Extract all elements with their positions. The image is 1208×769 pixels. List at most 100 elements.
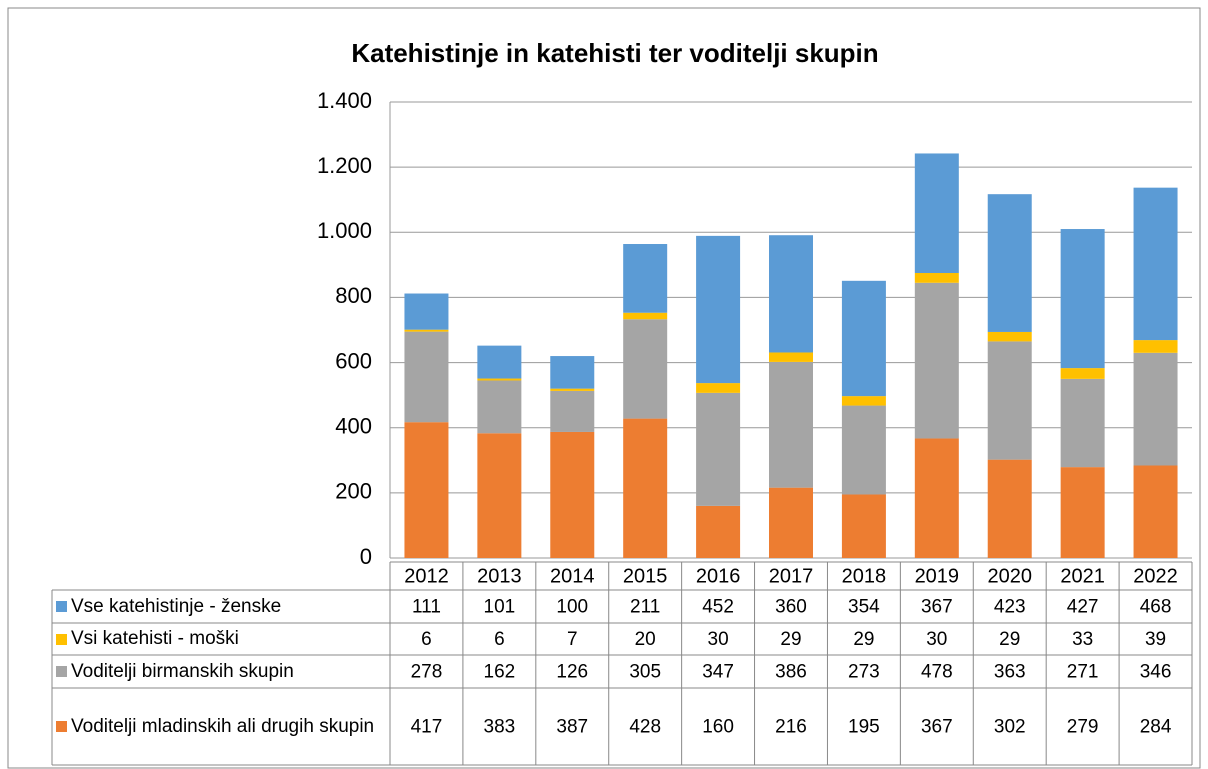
y-tick-label: 600 (335, 348, 372, 373)
bar-segment (550, 356, 595, 389)
table-value: 29 (999, 629, 1020, 650)
x-tick-label: 2022 (1133, 565, 1178, 587)
legend-item: Voditelji mladinskih ali drugih skupin (56, 688, 386, 765)
legend-label: Vsi katehisti - moški (71, 628, 239, 649)
table-value: 383 (484, 717, 516, 738)
bar-segment (404, 422, 449, 558)
table-value: 367 (921, 597, 953, 618)
table-value: 346 (1140, 662, 1172, 683)
table-value: 273 (848, 662, 880, 683)
y-tick-label: 200 (335, 479, 372, 504)
table-value: 126 (556, 662, 588, 683)
bar-segment (550, 388, 595, 391)
bar-segment (914, 273, 959, 283)
y-tick-label: 400 (335, 414, 372, 439)
x-tick-label: 2020 (987, 565, 1032, 587)
y-tick-label: 800 (335, 283, 372, 308)
table-value: 30 (926, 629, 947, 650)
legend-item: Voditelji birmanskih skupin (56, 655, 386, 688)
table-value: 387 (556, 717, 588, 738)
bar-segment (1133, 340, 1178, 353)
bar-segment (1060, 378, 1105, 468)
bar-segment (769, 487, 813, 558)
y-tick-label: 0 (360, 544, 372, 569)
bar-segment (987, 194, 1032, 332)
bar-segment (914, 438, 959, 558)
bar-segment (841, 280, 886, 397)
bar-segment (1133, 187, 1178, 341)
bar-segment (1060, 368, 1105, 379)
x-tick-label: 2013 (477, 565, 522, 587)
legend-swatch (56, 601, 67, 612)
x-tick-label: 2014 (550, 565, 595, 587)
bar-segment (769, 235, 813, 353)
bar-segment (769, 361, 813, 488)
bar-segment (987, 459, 1032, 558)
legend-entry: Vsi katehisti - moški (56, 623, 386, 655)
table-value: 347 (702, 662, 734, 683)
table-value: 111 (412, 597, 441, 618)
bar-segment (914, 153, 959, 273)
table-value: 29 (853, 629, 874, 650)
table-value: 452 (702, 597, 734, 618)
bar-segment (477, 380, 522, 434)
table-value: 354 (848, 597, 880, 618)
bar-segment (477, 433, 522, 558)
bar-segment (477, 378, 522, 381)
bar-segment (696, 392, 741, 506)
bar-segment (404, 329, 449, 332)
table-value: 29 (780, 629, 801, 650)
x-tick-label: 2018 (842, 565, 887, 587)
legend-swatch (56, 721, 67, 732)
bar-segment (696, 383, 741, 393)
table-value: 360 (775, 597, 807, 618)
table-value: 20 (635, 629, 656, 650)
y-tick-label: 1.400 (317, 88, 372, 113)
bar-segment (623, 312, 668, 320)
table-value: 7 (567, 629, 578, 650)
table-value: 305 (629, 662, 661, 683)
table-value: 211 (630, 597, 660, 618)
legend-label: Vse katehistinje - ženske (71, 595, 282, 617)
x-tick-label: 2017 (769, 565, 814, 587)
table-value: 30 (708, 629, 729, 650)
bar-segment (841, 494, 886, 558)
bar-segment (696, 505, 741, 558)
legend-item: Vsi katehisti - moški (56, 623, 386, 655)
table-value: 279 (1067, 717, 1099, 738)
table-value: 468 (1140, 597, 1172, 618)
table-value: 160 (702, 717, 734, 738)
bar-segment (769, 352, 813, 362)
bar-segment (1060, 229, 1105, 369)
table-value: 302 (994, 717, 1026, 738)
bar-segment (623, 418, 668, 558)
bar-segment (841, 396, 886, 406)
legend-swatch (56, 666, 67, 677)
bar-segment (696, 235, 741, 384)
bar-segment (987, 331, 1032, 342)
bar-segment (623, 319, 668, 419)
chart-title: Katehistinje in katehisti ter voditelji … (351, 38, 878, 68)
bar-segment (1060, 467, 1105, 558)
table-value: 6 (421, 629, 432, 650)
legend-entry: Voditelji mladinskih ali drugih skupin (56, 688, 386, 765)
y-tick-label: 1.000 (317, 218, 372, 243)
table-value: 162 (484, 662, 516, 683)
table-value: 367 (921, 717, 953, 738)
table-value: 33 (1072, 629, 1093, 650)
legend-entry: Voditelji birmanskih skupin (56, 655, 386, 688)
bar-segment (623, 244, 668, 313)
legend-label: Voditelji birmanskih skupin (71, 660, 294, 682)
bar-segment (914, 282, 959, 439)
bar-segment (550, 390, 595, 432)
table-value: 271 (1067, 662, 1099, 683)
legend-label: Voditelji mladinskih ali drugih skupin (71, 715, 375, 737)
bar-segment (477, 345, 522, 379)
legend-item: Vse katehistinje - ženske (56, 590, 386, 623)
bar-segment (987, 341, 1032, 460)
table-value: 423 (994, 597, 1026, 618)
table-value: 363 (994, 662, 1026, 683)
bar-segment (550, 431, 595, 558)
table-value: 6 (494, 629, 505, 650)
